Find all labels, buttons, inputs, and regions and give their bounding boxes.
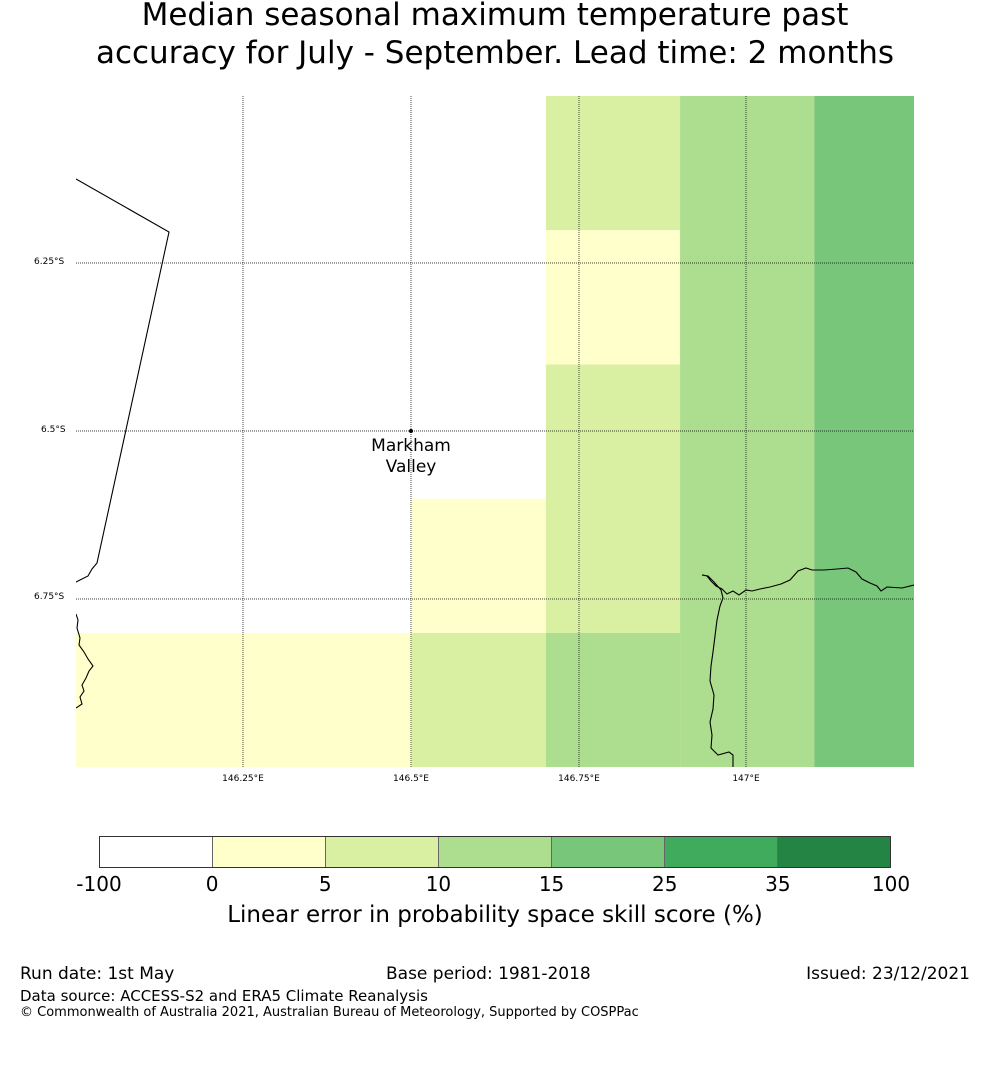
colorbar-tick-2: 5 [318,872,332,896]
skill-grid-cells [76,96,914,767]
colorbar-tick-7: 100 [871,872,911,896]
lon-tick-3: 146.75°E [558,774,600,784]
colorbar-segment-6 [778,837,890,867]
colorbar-segment-5 [665,837,778,867]
colorbar-tick-1: 0 [205,872,219,896]
grid-cell-3 [545,96,681,231]
map-plot-area [76,96,914,767]
lat-tick-2: 6.5°S [41,425,66,435]
colorbar-tick-6: 35 [765,872,791,896]
lat-tick-1: 6.25°S [34,257,65,267]
coastline-southwest [76,613,94,709]
colorbar-tick-0: -100 [76,872,122,896]
colorbar [99,836,891,868]
colorbar-tick-3: 10 [425,872,452,896]
grid-cell-0 [411,498,546,633]
place-label-line-1: Markham [371,436,451,456]
grid-cell-1 [76,632,412,767]
grid-cell-6 [545,632,681,767]
place-label-line-2: Valley [385,457,437,477]
lon-tick-2: 146.5°E [393,774,429,784]
title-line-1: Median seasonal maximum temperature past [141,0,849,33]
lon-tick-1: 146.25°E [222,774,264,784]
base-period: Base period: 1981-2018 [386,964,591,984]
map-canvas [76,96,914,767]
grid-cell-5 [545,364,681,633]
grid-cell-2 [411,632,546,767]
colorbar-tick-4: 15 [538,872,565,896]
grid-cell-7 [680,96,815,767]
coastline-west [76,178,170,583]
lat-tick-3: 6.75°S [34,592,65,602]
colorbar-segment-4 [552,837,665,867]
place-label-markham-valley: Markham Valley [371,436,451,478]
data-source: Data source: ACCESS-S2 and ERA5 Climate … [20,987,428,1005]
graticule [76,96,914,767]
lon-tick-4: 147°E [732,774,760,784]
colorbar-segment-0 [100,837,213,867]
issued-date: Issued: 23/12/2021 [806,964,970,984]
title-line-2: accuracy for July - September. Lead time… [95,35,895,71]
colorbar-label: Linear error in probability space skill … [227,902,763,928]
grid-cell-4 [545,230,681,365]
chart-title: Median seasonal maximum temperature past… [0,0,990,72]
colorbar-tick-5: 25 [651,872,678,896]
colorbar-segment-1 [213,837,326,867]
grid-cell-8 [814,96,914,767]
run-date: Run date: 1st May [20,964,175,984]
coastline-east [701,567,914,767]
place-marker [409,429,413,433]
colorbar-segment-2 [326,837,439,867]
copyright: © Commonwealth of Australia 2021, Austra… [20,1005,639,1020]
colorbar-segment-3 [439,837,552,867]
